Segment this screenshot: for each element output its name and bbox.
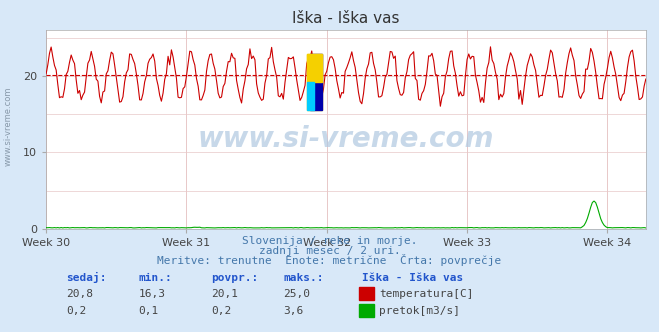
Text: 0,2: 0,2 — [211, 306, 231, 316]
Text: maks.:: maks.: — [283, 273, 324, 283]
Title: Iška - Iška vas: Iška - Iška vas — [292, 11, 400, 26]
Text: min.:: min.: — [138, 273, 172, 283]
Text: www.si-vreme.com: www.si-vreme.com — [3, 86, 13, 166]
Text: 3,6: 3,6 — [283, 306, 304, 316]
Text: Iška - Iška vas: Iška - Iška vas — [362, 273, 464, 283]
Bar — [359, 304, 374, 317]
Text: 0,1: 0,1 — [138, 306, 159, 316]
Text: sedaj:: sedaj: — [66, 272, 106, 283]
Text: temperatura[C]: temperatura[C] — [379, 289, 473, 299]
Bar — [307, 54, 322, 110]
Text: zadnji mesec / 2 uri.: zadnji mesec / 2 uri. — [258, 246, 401, 256]
Bar — [307, 54, 322, 110]
Text: 20,1: 20,1 — [211, 289, 238, 299]
Bar — [307, 54, 322, 82]
Text: 20,8: 20,8 — [66, 289, 93, 299]
Text: Slovenija / reke in morje.: Slovenija / reke in morje. — [242, 236, 417, 246]
Bar — [310, 54, 322, 110]
Text: 25,0: 25,0 — [283, 289, 310, 299]
Bar — [359, 287, 374, 300]
Text: www.si-vreme.com: www.si-vreme.com — [198, 125, 494, 153]
Text: 16,3: 16,3 — [138, 289, 165, 299]
Text: pretok[m3/s]: pretok[m3/s] — [379, 306, 460, 316]
Text: povpr.:: povpr.: — [211, 273, 258, 283]
Text: 0,2: 0,2 — [66, 306, 86, 316]
Text: Meritve: trenutne  Enote: metrične  Črta: povprečje: Meritve: trenutne Enote: metrične Črta: … — [158, 254, 501, 266]
Bar — [307, 82, 314, 110]
